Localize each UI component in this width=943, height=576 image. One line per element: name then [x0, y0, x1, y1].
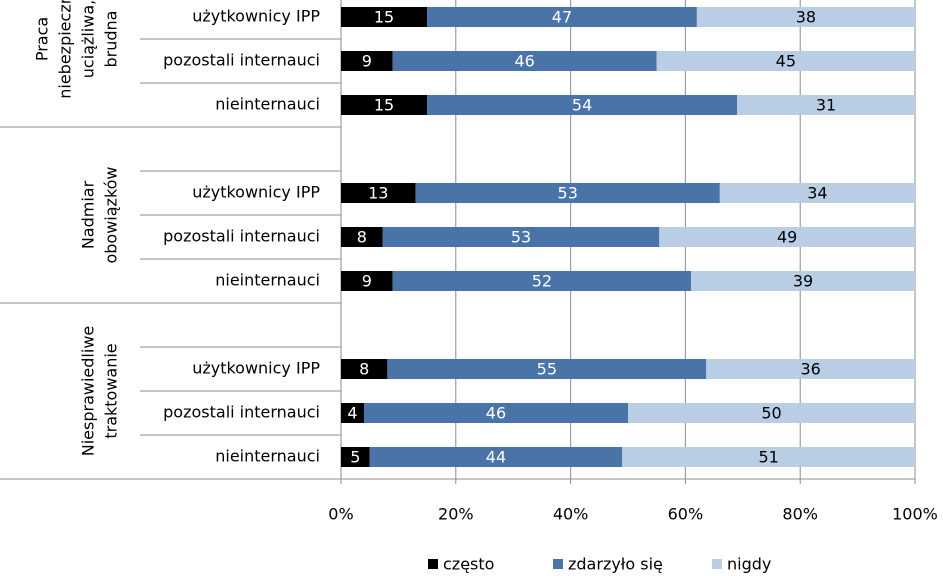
bar-segment	[659, 227, 915, 247]
legend-swatch	[428, 559, 438, 569]
bar-segment	[392, 271, 692, 291]
bar-segment	[392, 51, 657, 71]
data-label: 39	[793, 272, 813, 291]
bar-segment	[341, 403, 364, 423]
x-tick-label: 40%	[553, 505, 589, 524]
data-label: 52	[532, 272, 552, 291]
bar-segment	[341, 271, 393, 291]
data-label: 53	[558, 184, 578, 203]
data-label: 15	[374, 96, 394, 115]
x-tick-label: 0%	[328, 505, 353, 524]
y-tick-label: pozostali internauci	[163, 51, 320, 70]
data-label: 54	[572, 96, 592, 115]
data-label: 8	[359, 360, 369, 379]
group-label: niebezpieczna,	[56, 0, 75, 99]
y-tick-label: użytkownicy IPP	[192, 183, 320, 202]
data-label: 13	[368, 184, 388, 203]
bar-segment	[415, 183, 720, 203]
bar-segment	[706, 359, 915, 379]
legend-swatch	[712, 559, 722, 569]
data-label: 5	[350, 448, 360, 467]
bar-segment	[696, 7, 915, 27]
data-label: 49	[777, 228, 797, 247]
data-label: 50	[761, 404, 781, 423]
bar-segment	[341, 7, 428, 27]
group-label: Praca	[33, 17, 52, 61]
data-label: 44	[486, 448, 506, 467]
bar-segment	[719, 183, 915, 203]
bar-segment	[628, 403, 915, 423]
legend-label: często	[443, 555, 494, 574]
group-label: traktowanie	[102, 343, 121, 438]
bar-segment	[341, 183, 416, 203]
data-label: 46	[486, 404, 506, 423]
x-tick-label: 20%	[438, 505, 474, 524]
y-tick-label: użytkownicy IPP	[192, 359, 320, 378]
bar-segment	[369, 447, 623, 467]
data-label: 4	[347, 404, 357, 423]
bar-segment	[622, 447, 915, 467]
x-tick-label: 60%	[668, 505, 704, 524]
data-label: 34	[807, 184, 827, 203]
data-label: 8	[357, 228, 367, 247]
data-label: 47	[552, 8, 572, 27]
bar-segment	[341, 95, 428, 115]
data-label: 9	[362, 272, 372, 291]
y-tick-label: pozostali internauci	[163, 403, 320, 422]
y-tick-label: nieinternauci	[215, 95, 320, 114]
bar-segment	[341, 227, 383, 247]
bar-segment	[691, 271, 915, 291]
data-label: 45	[776, 52, 796, 71]
legend-swatch	[553, 559, 563, 569]
group-label: Niesprawiedliwe	[79, 326, 98, 456]
bar-segment	[341, 51, 393, 71]
bar-segment	[382, 227, 660, 247]
bar-segment	[737, 95, 915, 115]
data-label: 51	[758, 448, 778, 467]
y-tick-label: nieinternauci	[215, 271, 320, 290]
x-tick-label: 100%	[892, 505, 938, 524]
y-tick-label: użytkownicy IPP	[192, 7, 320, 26]
bar-segment	[387, 359, 707, 379]
x-tick-label: 80%	[782, 505, 818, 524]
group-label: obowiązków	[102, 166, 121, 263]
data-label: 36	[800, 360, 820, 379]
y-tick-label: nieinternauci	[215, 447, 320, 466]
bar-segment	[363, 403, 628, 423]
data-label: 15	[374, 8, 394, 27]
data-label: 9	[362, 52, 372, 71]
legend-label: nigdy	[727, 555, 771, 574]
group-label: Nadmiar	[79, 180, 98, 249]
bar-segment	[427, 7, 697, 27]
bar-segment	[341, 359, 388, 379]
data-label: 38	[796, 8, 816, 27]
y-tick-label: pozostali internauci	[163, 227, 320, 246]
data-label: 55	[537, 360, 557, 379]
bar-segment	[427, 95, 738, 115]
bar-segment	[656, 51, 915, 71]
legend-label: zdarzyło się	[568, 555, 663, 574]
group-label: uciążliwa,	[79, 0, 98, 78]
group-label: brudna	[102, 11, 121, 68]
data-label: 53	[511, 228, 531, 247]
data-label: 46	[515, 52, 535, 71]
bar-segment	[341, 447, 370, 467]
data-label: 31	[816, 96, 836, 115]
